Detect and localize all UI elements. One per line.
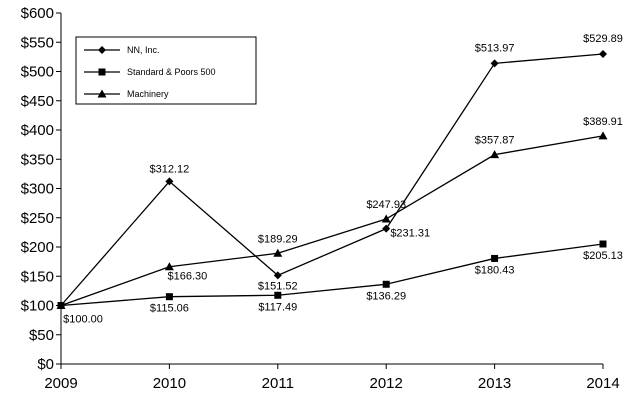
chart-legend: NN, Inc. Standard & Poors 500 Machinery — [75, 36, 257, 105]
data-point — [490, 59, 499, 68]
data-label: $205.13 — [583, 250, 623, 262]
data-label: $136.29 — [366, 290, 406, 302]
data-label: $166.30 — [168, 271, 208, 283]
x-tick-label: 2011 — [262, 375, 294, 392]
data-label: $189.29 — [258, 233, 298, 245]
data-point — [273, 271, 282, 280]
chart-axes: $0 $50 $100 $150 $200 $250 $300 $350 $400 $450 $50… — [21, 5, 620, 392]
data-point — [164, 262, 174, 271]
y-tick-label: $200 — [21, 239, 54, 256]
data-point — [165, 177, 174, 186]
y-tick-label: $100 — [21, 298, 54, 315]
y-tick-label: $600 — [21, 5, 54, 22]
data-label: $529.89 — [583, 33, 623, 45]
data-label: $180.43 — [475, 264, 515, 276]
data-label: $389.91 — [583, 116, 623, 128]
x-tick-label: 2013 — [478, 375, 511, 392]
legend-label: NN, Inc. — [127, 45, 160, 55]
y-tick-label: $0 — [37, 356, 54, 373]
data-point — [491, 254, 499, 262]
legend-marker — [98, 46, 106, 54]
data-label: $151.52 — [258, 280, 298, 292]
data-label: $117.49 — [258, 301, 297, 313]
data-point — [56, 301, 66, 309]
data-point — [273, 248, 283, 257]
data-point — [598, 131, 608, 140]
data-label: $357.87 — [475, 135, 515, 147]
y-tick-label: $550 — [21, 34, 54, 51]
series-line — [60, 243, 604, 307]
y-tick-label: $500 — [21, 64, 54, 81]
y-tick-label: $450 — [21, 93, 54, 110]
chart-series — [56, 50, 608, 310]
legend-box — [75, 36, 257, 105]
data-label: $312.12 — [150, 163, 190, 175]
data-point — [599, 240, 607, 248]
data-point — [382, 224, 391, 233]
legend-label: Standard & Poors 500 — [127, 67, 216, 77]
data-label: $247.93 — [366, 199, 406, 211]
data-label: $513.97 — [475, 42, 515, 54]
legend-label: Machinery — [127, 89, 169, 99]
y-tick-label: $50 — [29, 327, 54, 344]
y-tick-label: $400 — [21, 122, 54, 139]
y-tick-label: $300 — [21, 181, 54, 198]
data-point — [165, 293, 173, 301]
data-point — [381, 214, 391, 223]
y-tick-label: $350 — [21, 151, 54, 168]
x-tick-label: 2014 — [586, 375, 619, 392]
y-tick-label: $250 — [21, 210, 54, 227]
data-point — [490, 150, 500, 159]
legend-marker — [98, 68, 106, 76]
data-point — [599, 50, 607, 59]
chart-data-labels: $100.00 $312.12 $151.52 $231.31 $513.97 $529.… — [63, 33, 623, 325]
data-point — [274, 291, 282, 299]
series-2 — [57, 240, 607, 309]
series-line — [60, 135, 604, 307]
x-tick-label: 2012 — [370, 375, 403, 392]
x-tick-label: 2010 — [153, 375, 186, 392]
data-label: $100.00 — [63, 314, 103, 326]
series-3 — [56, 131, 608, 309]
data-point — [382, 280, 390, 288]
data-label: $115.06 — [150, 303, 189, 315]
data-label: $231.31 — [390, 228, 430, 240]
legend-marker — [97, 89, 107, 98]
series-line — [60, 53, 604, 306]
x-tick-label: 2009 — [44, 375, 77, 392]
y-tick-label: $150 — [21, 268, 54, 285]
series-1 — [57, 50, 607, 310]
